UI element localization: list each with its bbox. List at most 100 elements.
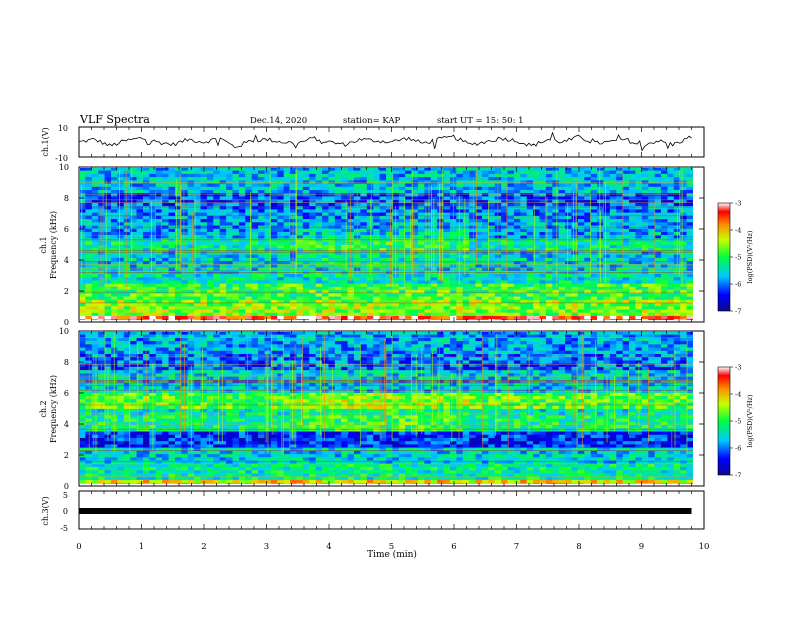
spectrogram-cell [476,309,483,313]
spectrogram-cell [233,203,240,207]
spectrogram-cell [111,293,118,297]
spectrogram-cell [418,245,425,249]
spectrogram-cell [392,312,399,316]
spectrogram-cell [456,209,463,213]
spectrogram-cell [680,209,687,213]
spectrogram-cell [546,299,553,303]
spectrogram-cell [220,222,227,226]
spectrogram-cell [424,228,431,232]
spectrogram-cell [296,222,303,226]
spectrogram-cell [271,257,278,261]
spectrogram-cell [488,312,495,316]
spectrogram-cell [540,190,547,194]
spectrogram-cell [277,312,284,316]
spectrogram-cell [105,299,112,303]
spectrogram-cell [616,296,623,300]
spectrogram-cell [661,296,668,300]
spectrogram-cell [277,277,284,281]
spectrogram-cell [213,299,220,303]
spectrogram-cell [565,245,572,249]
spectrogram-cell [130,222,137,226]
spectrogram-cell [418,312,425,316]
spectrogram-cell [316,222,323,226]
spectrogram-cell [405,203,412,207]
spectrogram-cell [629,203,636,207]
spectrogram-cell [360,206,367,210]
spectrogram-cell [169,206,176,210]
spectrogram-cell [392,299,399,303]
spectrogram-cell [341,232,348,236]
spectrogram-cell [79,222,86,226]
spectrogram-cell [469,277,476,281]
spectrogram-cell [226,177,233,181]
spectrogram-cell [680,190,687,194]
spectrogram-cell [527,212,534,216]
spectrogram-cell [360,228,367,232]
spectrogram-cell [85,434,92,438]
spectrogram-cell [642,196,649,200]
spectrogram-cell [79,347,86,351]
spectrogram-cell [680,177,687,181]
spectrogram-cell [533,170,540,174]
spectrogram-cell [661,203,668,207]
spectrogram-cell [667,203,674,207]
spectrogram-cell [418,232,425,236]
spectrogram-cell [79,431,86,435]
spectrogram-cell [85,251,92,255]
spectrogram-cell [341,177,348,181]
spectrogram-cell [124,228,131,232]
spectrogram-cell [482,270,489,274]
spectrogram-cell [124,283,131,287]
spectrogram-cell [341,206,348,210]
spectrogram-cell [303,280,310,284]
spectrogram-cell [335,209,342,213]
spectrogram-cell [188,228,195,232]
spectrogram-cell [322,177,329,181]
spectrogram-cell [271,293,278,297]
spectrogram-cell [252,309,259,313]
spectrogram-cell [335,251,342,255]
spectrogram-cell [667,196,674,200]
spectrogram-cell [309,283,316,287]
spectrogram-cell [303,241,310,245]
spectrogram-cell [271,196,278,200]
spectrogram-cell [533,180,540,184]
spectrogram-cell [348,251,355,255]
spectrogram-cell [201,293,208,297]
spectrogram-cell [373,241,380,245]
spectrogram-cell [444,232,451,236]
spectrogram-cell [271,170,278,174]
spectrogram-cell [533,186,540,190]
spectrogram-cell [98,309,105,313]
spectrogram-cell [137,248,144,252]
spectrogram-cell [380,206,387,210]
spectrogram-cell [571,212,578,216]
spectrogram-cell [565,306,572,310]
spectrogram-cell [610,209,617,213]
spectrogram-cell [239,280,246,284]
spectrogram-cell [105,450,112,454]
spectrogram-cell [392,203,399,207]
spectrogram-cell [667,228,674,232]
spectrogram-cell [341,209,348,213]
spectrogram-cell [284,306,291,310]
spectrogram-cell [456,270,463,274]
spectrogram-cell [616,306,623,310]
spectrogram-cell [220,274,227,278]
spectrogram-cell [239,177,246,181]
spectrogram-cell [105,196,112,200]
spectrogram-cell [252,283,259,287]
spectrogram-cell [220,283,227,287]
spectrogram-cell [124,248,131,252]
spectrogram-cell [348,212,355,216]
spectrogram-cell [341,173,348,177]
colorbar-tick-label: -7 [735,308,741,316]
spectrogram-cell [252,228,259,232]
spectrogram-cell [373,190,380,194]
spectrogram-cell [245,270,252,274]
spectrogram-cell [520,245,527,249]
spectrogram-cell [635,270,642,274]
spectrogram-cell [418,270,425,274]
spectrogram-cell [661,241,668,245]
spectrogram-cell [591,241,598,245]
